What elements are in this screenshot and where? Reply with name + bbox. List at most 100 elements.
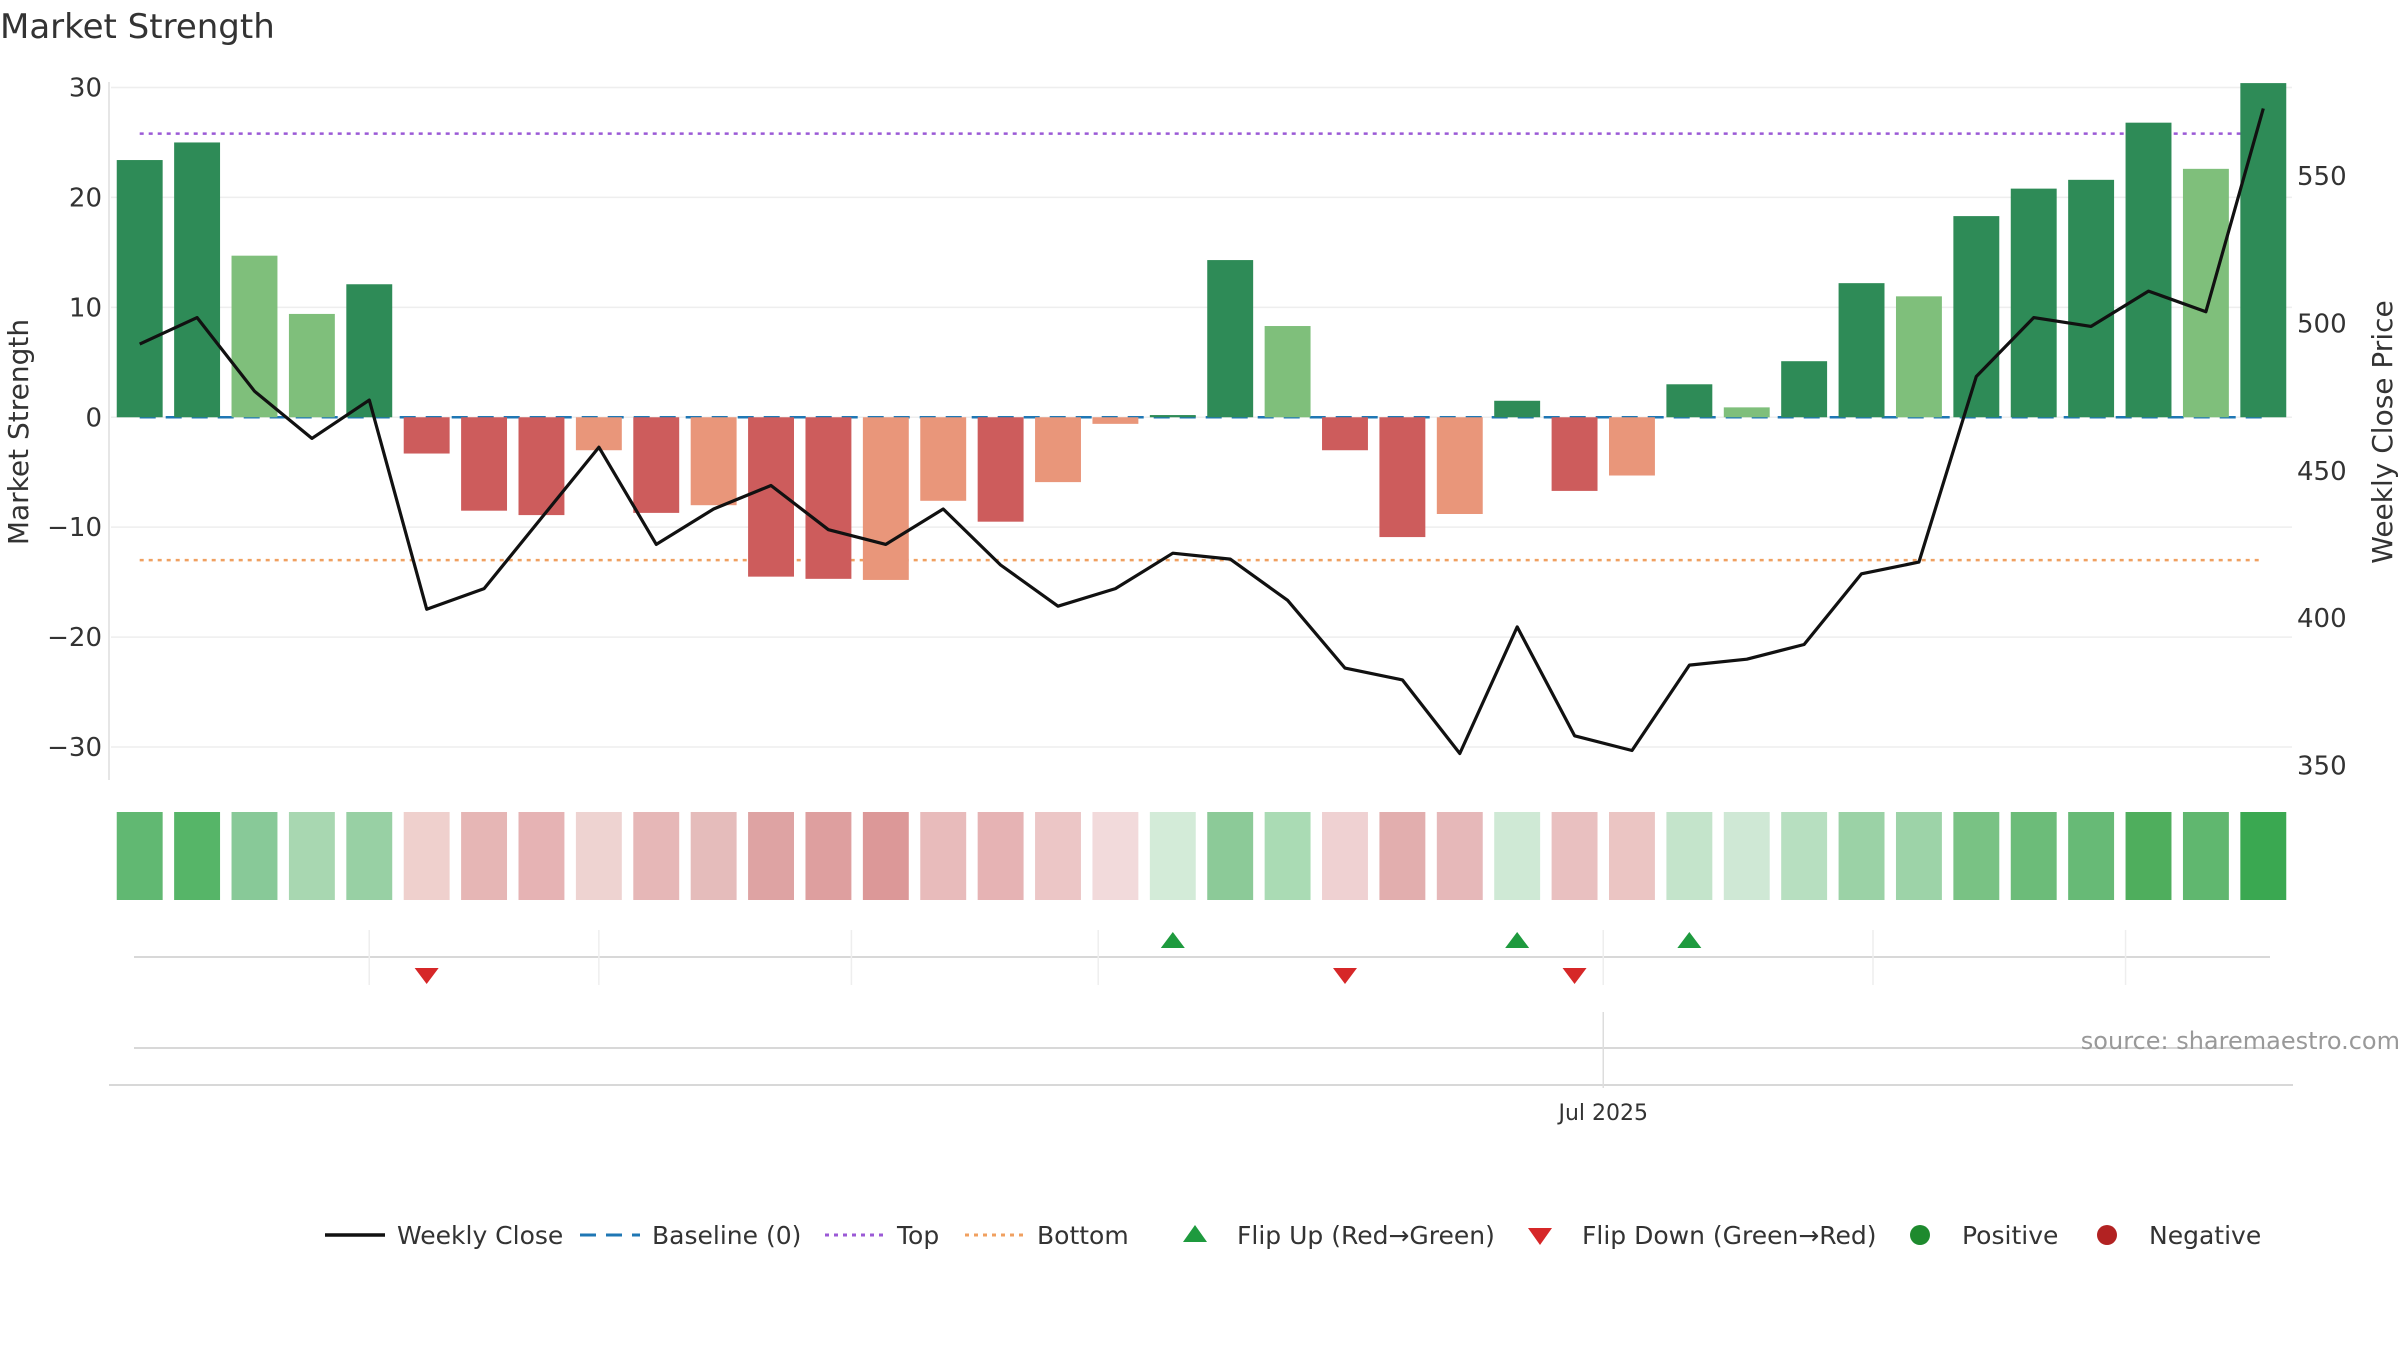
legend-item-positive: Positive: [1910, 1221, 2058, 1250]
legend-label: Flip Down (Green→Red): [1582, 1221, 1877, 1250]
heat-cell: [1551, 812, 1598, 900]
legend-label: Positive: [1962, 1221, 2058, 1250]
strength-bar: [2125, 122, 2172, 418]
legend-label: Negative: [2149, 1221, 2261, 1250]
strength-bar: [920, 417, 967, 501]
heat-cell: [1207, 812, 1254, 900]
x-tick-label: Jul 2025: [1556, 1101, 1648, 1126]
heat-cell: [1494, 812, 1541, 900]
legend-item-baseline: Baseline (0): [580, 1221, 801, 1250]
strength-bar: [2182, 168, 2229, 418]
heat-cell: [518, 812, 565, 900]
heat-cell: [575, 812, 622, 900]
legend: Weekly Close Baseline (0) Top Bottom Flip Up…: [325, 1221, 2261, 1250]
left-axis-label: Market Strength: [2, 319, 35, 545]
strength-bars: [116, 83, 2287, 580]
strength-bar: [461, 417, 508, 511]
strength-heatmap-strip: [116, 812, 2287, 900]
heat-cell: [633, 812, 680, 900]
strength-bar: [1551, 417, 1598, 491]
strength-bar: [1207, 260, 1254, 418]
legend-label: Flip Up (Red→Green): [1237, 1221, 1495, 1250]
heat-cell: [920, 812, 967, 900]
heat-cell: [862, 812, 909, 900]
heat-cell: [2125, 812, 2172, 900]
strength-bar: [1609, 417, 1655, 476]
strength-bar: [575, 417, 622, 451]
strength-bar: [1149, 415, 1196, 418]
strength-bar: [633, 417, 680, 513]
right-axis-ticks: 550 500 450 400 350: [2297, 162, 2347, 781]
heat-cell: [1895, 812, 1942, 900]
heat-cell: [2010, 812, 2057, 900]
heat-cell: [1723, 812, 1770, 900]
heat-cell: [690, 812, 737, 900]
strength-bar: [1895, 296, 1942, 418]
heat-cell: [288, 812, 335, 900]
legend-label: Baseline (0): [652, 1221, 801, 1250]
heat-cell: [1666, 812, 1713, 900]
heat-cell: [1838, 812, 1885, 900]
strength-bar: [1781, 361, 1828, 418]
heat-cell: [748, 812, 794, 900]
strength-bar: [1838, 283, 1885, 418]
heat-cell: [1609, 812, 1655, 900]
left-tick-label: 10: [69, 293, 102, 323]
flip-up-marker: [1160, 932, 1185, 948]
chart-title: Market Strength: [0, 7, 275, 47]
legend-item-top: Top: [825, 1221, 939, 1250]
legend-item-flipdown: Flip Down (Green→Red): [1528, 1221, 1877, 1250]
heat-cell: [231, 812, 278, 900]
right-tick-label: 400: [2297, 604, 2347, 634]
flip-down-marker: [414, 968, 439, 984]
strength-bar: [862, 417, 909, 580]
heat-cell: [977, 812, 1024, 900]
strength-bar: [1035, 417, 1081, 483]
heat-cell: [1781, 812, 1828, 900]
strength-bar: [2240, 83, 2287, 418]
legend-label: Bottom: [1037, 1221, 1129, 1250]
strength-bar: [1666, 384, 1713, 418]
strength-bar: [1436, 417, 1483, 514]
left-tick-label: −10: [47, 513, 102, 543]
legend-label: Top: [896, 1221, 939, 1250]
heat-cell: [2068, 812, 2115, 900]
weekly-close-line: [139, 108, 2265, 756]
left-tick-label: 0: [85, 403, 102, 433]
left-axis-ticks: 30 20 10 0 −10 −20 −30: [47, 73, 102, 763]
heat-cell: [2240, 812, 2287, 900]
heat-cell: [1436, 812, 1483, 900]
right-tick-label: 450: [2297, 457, 2347, 487]
flip-up-marker: [1505, 932, 1530, 948]
heat-cell: [805, 812, 852, 900]
strength-bar: [346, 284, 393, 418]
heat-cell: [1264, 812, 1311, 900]
heat-cell: [2182, 812, 2229, 900]
heat-cell: [1035, 812, 1081, 900]
strength-bar: [403, 417, 450, 454]
flip-down-marker: [1562, 968, 1587, 984]
strength-bar: [174, 142, 221, 418]
strength-bar: [116, 160, 163, 418]
heat-cell: [1322, 812, 1368, 900]
right-axis-label: Weekly Close Price: [2366, 300, 2399, 563]
legend-label: Weekly Close: [397, 1221, 563, 1250]
flip-down-marker: [1332, 968, 1357, 984]
legend-item-negative: Negative: [2097, 1221, 2261, 1250]
right-tick-label: 500: [2297, 310, 2347, 340]
left-tick-label: −20: [47, 623, 102, 653]
heat-cell: [346, 812, 393, 900]
heat-cell: [1092, 812, 1139, 900]
heat-cell: [461, 812, 508, 900]
legend-item-weekly: Weekly Close: [325, 1221, 563, 1250]
weekly-close-series: [139, 108, 2265, 756]
right-tick-label: 350: [2297, 751, 2347, 781]
strength-bar: [288, 313, 335, 418]
left-tick-label: −30: [47, 733, 102, 763]
heat-cell: [1379, 812, 1426, 900]
left-tick-label: 30: [69, 73, 102, 103]
flip-markers: [414, 932, 1702, 984]
strength-bar: [1953, 216, 2000, 418]
legend-swatch: [1183, 1225, 1207, 1242]
